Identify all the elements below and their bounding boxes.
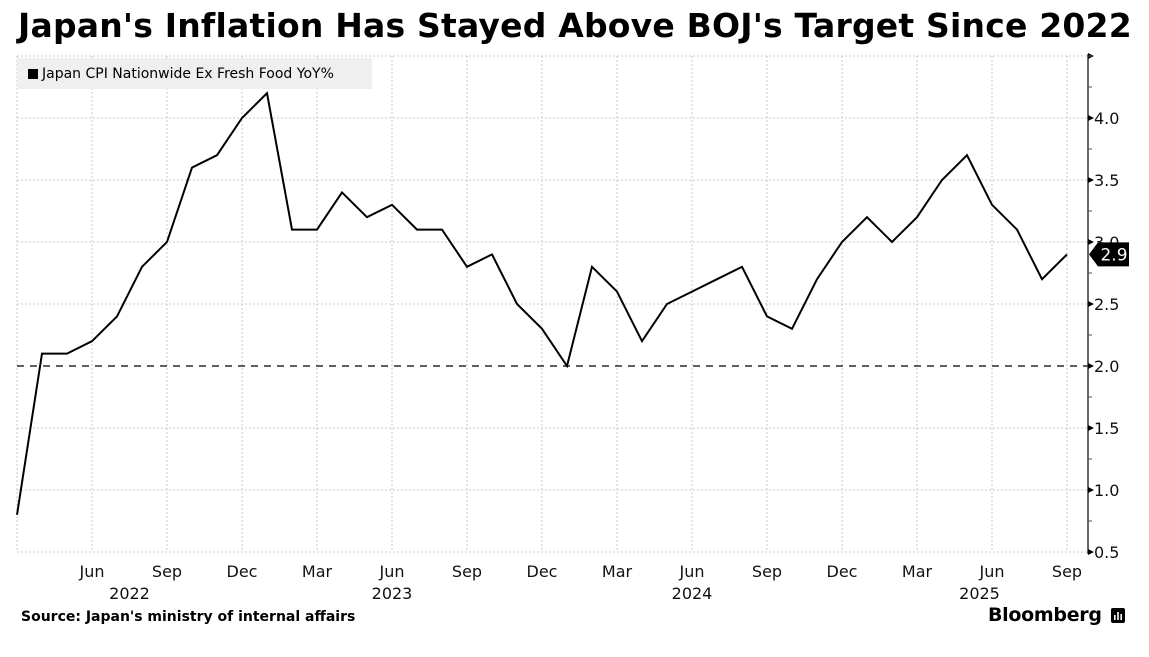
bloomberg-chart-icon [1110,607,1125,623]
y-axis: 0.51.01.52.02.53.03.54.0 [1087,53,1119,562]
y-tick-label: 3.5 [1094,171,1119,190]
legend: Japan CPI Nationwide Ex Fresh Food YoY% [17,58,372,89]
y-tick-label: 2.5 [1094,295,1119,314]
x-tick-label: Dec [527,562,558,581]
y-tick-label: 0.5 [1094,543,1119,562]
x-tick-label: Mar [602,562,633,581]
y-tick-label: 1.0 [1094,481,1119,500]
legend-label: Japan CPI Nationwide Ex Fresh Food YoY% [42,65,334,82]
y-major-tick [1088,363,1094,369]
x-year-label: 2025 [959,584,1000,603]
x-tick-label: Dec [227,562,258,581]
x-year-label: 2023 [372,584,413,603]
y-major-tick [1088,549,1094,555]
y-tick-label: 1.5 [1094,419,1119,438]
y-major-tick [1088,301,1094,307]
legend-swatch [28,68,38,79]
x-year-label: 2022 [109,584,150,603]
x-tick-label: Jun [979,562,1005,581]
y-major-tick [1088,425,1094,431]
x-axis: Jun Sep Dec Mar Jun Sep Dec Mar Jun Sep Dec Mar Jun S… [79,562,1083,603]
x-tick-label: Jun [679,562,705,581]
x-tick-label: Mar [902,562,933,581]
y-major-tick [1088,177,1094,183]
x-tick-label: Dec [827,562,858,581]
last-value-label: 2.9 [1100,245,1127,265]
x-tick-label: Sep [752,562,782,581]
x-tick-label: Jun [79,562,105,581]
series-line [16,91,1068,515]
chart-title: Japan's Inflation Has Stayed Above BOJ's… [18,6,1132,45]
x-tick-label: Mar [302,562,333,581]
y-tick-label: 2.0 [1094,357,1119,376]
x-tick-label: Sep [452,562,482,581]
y-major-tick [1088,115,1094,121]
source-note: Source: Japan's ministry of internal aff… [21,609,356,625]
y-major-tick [1088,239,1094,245]
series-lines [16,91,1068,515]
last-value-badge [1089,242,1129,267]
bloomberg-wordmark: Bloomberg [988,604,1102,626]
x-year-label: 2024 [672,584,713,603]
x-tick-label: Sep [152,562,182,581]
x-tick-label: Sep [1052,562,1082,581]
gridlines [16,55,1088,553]
brand: Bloomberg [988,604,1125,626]
y-tick-label: 4.0 [1094,109,1119,128]
y-major-tick [1088,487,1094,493]
x-tick-label: Jun [379,562,405,581]
last-value-label-group: 2.9 [1089,242,1129,267]
